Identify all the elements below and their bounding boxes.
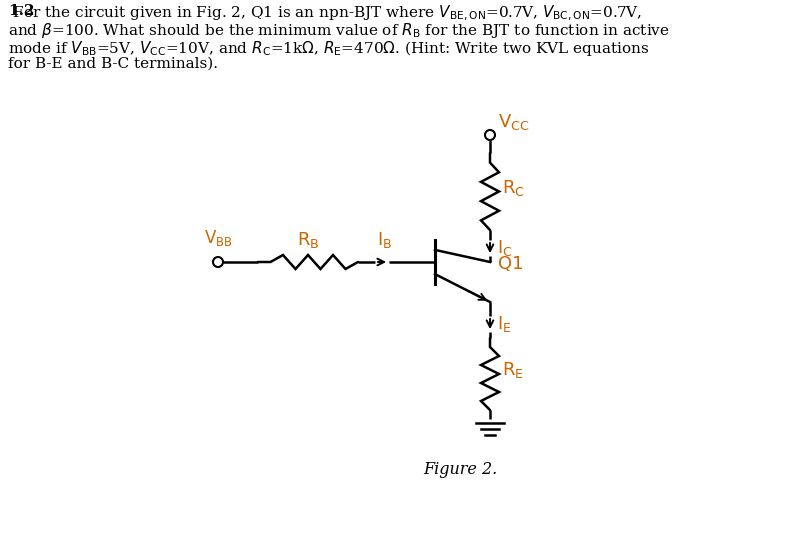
- Text: $\mathregular{V_{CC}}$: $\mathregular{V_{CC}}$: [498, 112, 529, 132]
- Text: $\mathregular{I_E}$: $\mathregular{I_E}$: [497, 314, 511, 334]
- Text: $\mathregular{R_B}$: $\mathregular{R_B}$: [297, 230, 320, 250]
- Text: 1.2: 1.2: [8, 4, 35, 18]
- Text: $\mathregular{V_{BB}}$: $\mathregular{V_{BB}}$: [204, 228, 232, 248]
- Text: for B-E and B-C terminals).: for B-E and B-C terminals).: [8, 57, 218, 70]
- Text: and $\beta$=100. What should be the minimum value of $R_{\rm B}$ for the BJT to : and $\beta$=100. What should be the mini…: [8, 21, 670, 41]
- Text: mode if $V_{\rm BB}$=5V, $V_{\rm CC}$=10V, and $R_{\rm C}$=1k$\Omega$, $R_{\rm E: mode if $V_{\rm BB}$=5V, $V_{\rm CC}$=10…: [8, 39, 649, 58]
- Text: $\mathregular{R_E}$: $\mathregular{R_E}$: [502, 360, 524, 380]
- Text: Figure 2.: Figure 2.: [423, 461, 497, 478]
- Text: For the circuit given in Fig. 2, Q1 is an npn-BJT where $V_{\rm BE,ON}$=0.7V, $V: For the circuit given in Fig. 2, Q1 is a…: [8, 4, 642, 23]
- Text: $\mathregular{R_C}$: $\mathregular{R_C}$: [502, 178, 525, 197]
- Text: $\mathregular{I_C}$: $\mathregular{I_C}$: [497, 238, 513, 258]
- Text: Q1: Q1: [498, 255, 523, 273]
- Text: $\mathregular{I_B}$: $\mathregular{I_B}$: [377, 230, 392, 250]
